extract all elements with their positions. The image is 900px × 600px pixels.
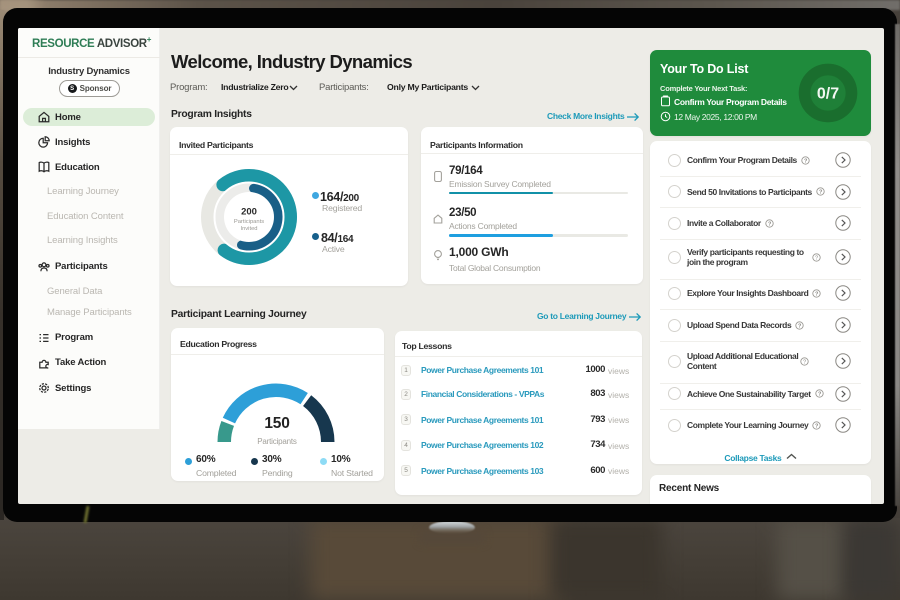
svg-text:?: ?: [819, 190, 823, 196]
svg-text:?: ?: [798, 323, 802, 329]
svg-text:?: ?: [804, 158, 808, 164]
svg-text:?: ?: [803, 359, 806, 365]
svg-text:?: ?: [768, 221, 772, 227]
svg-text:?: ?: [815, 423, 819, 429]
svg-text:200: 200: [241, 207, 257, 218]
svg-text:Participants: Participants: [234, 219, 264, 225]
svg-text:?: ?: [815, 291, 819, 297]
svg-text:0/7: 0/7: [817, 85, 839, 102]
svg-text:?: ?: [818, 392, 822, 398]
svg-text:?: ?: [815, 255, 818, 261]
svg-text:Invited: Invited: [240, 226, 257, 232]
